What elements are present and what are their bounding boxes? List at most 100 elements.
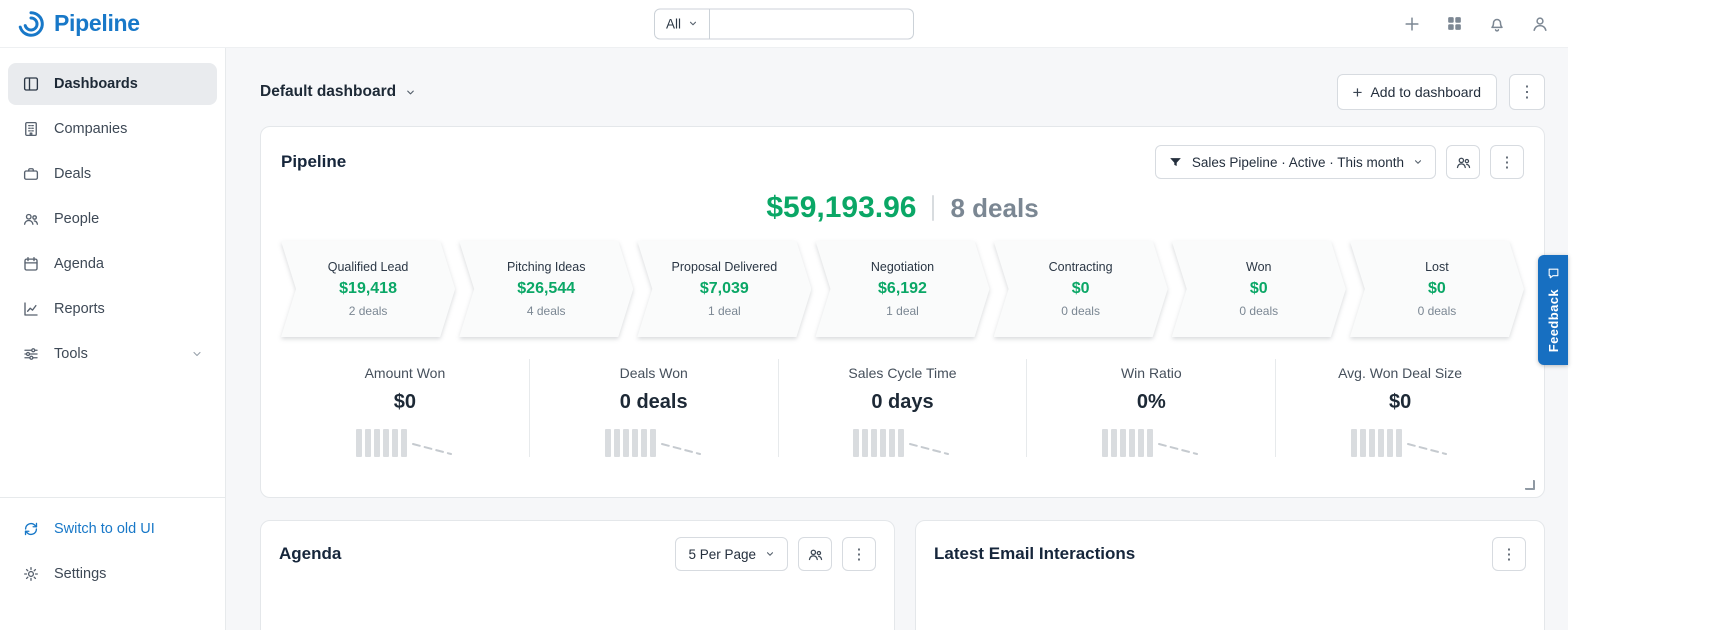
- agenda-per-page-select[interactable]: 5 Per Page: [675, 537, 788, 571]
- add-to-dashboard-button[interactable]: + Add to dashboard: [1336, 74, 1497, 110]
- stage-amount: $0: [1071, 280, 1090, 297]
- stage-name: Qualified Lead: [327, 260, 409, 274]
- search-input[interactable]: [710, 8, 915, 39]
- widget-resize-handle[interactable]: [1525, 480, 1535, 490]
- stage-name: Won: [1246, 260, 1272, 274]
- empty-sparkline-placeholder: [604, 427, 703, 457]
- sliders-icon: [22, 345, 40, 363]
- feedback-icon: [1547, 267, 1560, 280]
- dashboard-selector-label: Default dashboard: [260, 83, 397, 100]
- sidebar-footer: Switch to old UI Settings: [0, 497, 225, 598]
- settings-label: Settings: [54, 566, 107, 582]
- brand-name: Pipeline: [54, 10, 140, 36]
- agenda-widget-title: Agenda: [279, 544, 342, 563]
- sidebar-item-settings[interactable]: Settings: [8, 553, 217, 595]
- stage-deals: 0 deals: [1239, 304, 1279, 318]
- stage-deals: 2 deals: [348, 304, 388, 318]
- empty-sparkline-placeholder: [355, 427, 454, 457]
- pipeline-users-button[interactable]: [1446, 145, 1480, 179]
- chevron-down-icon: [191, 348, 203, 360]
- sidebar-item-label: Agenda: [54, 256, 104, 272]
- apps-menu-button[interactable]: [1443, 12, 1466, 35]
- dashboard-more-menu-button[interactable]: ⋮: [1509, 74, 1545, 110]
- quick-add-button[interactable]: [1400, 12, 1424, 36]
- pipeline-total-value: $59,193.96: [766, 191, 917, 224]
- switch-to-old-ui-label: Switch to old UI: [54, 521, 155, 537]
- sidebar-item-label: Dashboards: [54, 76, 138, 92]
- people-icon: [22, 210, 40, 228]
- funnel-stage: Pitching Ideas $26,544 4 deals: [459, 241, 633, 337]
- stage-amount: $26,544: [517, 280, 576, 297]
- plus-icon: [1402, 14, 1422, 34]
- stat-label: Avg. Won Deal Size: [1338, 365, 1463, 381]
- dashboard-icon: [22, 75, 40, 93]
- email-interactions-widget: Latest Email Interactions ⋮: [915, 520, 1545, 630]
- kebab-icon: ⋮: [1519, 84, 1535, 101]
- funnel-filter-icon: [1168, 155, 1183, 170]
- feedback-label: Feedback: [1545, 289, 1561, 353]
- agenda-per-page-label: 5 Per Page: [688, 546, 756, 562]
- email-widget-header: Latest Email Interactions ⋮: [934, 537, 1526, 571]
- sidebar-item-people[interactable]: People: [8, 198, 217, 240]
- funnel-stage: Contracting $0 0 deals: [994, 241, 1168, 337]
- sidebar-item-tools[interactable]: Tools: [8, 333, 217, 375]
- sidebar-nav: Dashboards Companies: [0, 48, 225, 375]
- agenda-more-menu-button[interactable]: ⋮: [842, 537, 876, 571]
- kebab-icon: ⋮: [1499, 154, 1515, 171]
- apps-grid-icon: [1445, 14, 1464, 33]
- sidebar-item-dashboards[interactable]: Dashboards: [8, 63, 217, 105]
- pipeline-funnel: Qualified Lead $19,418 2 deals Pitching …: [281, 241, 1524, 337]
- stat-avg-won-deal-size: Avg. Won Deal Size $0: [1275, 359, 1524, 457]
- notifications-button[interactable]: [1485, 12, 1509, 36]
- pipeline-logo-icon: [16, 9, 46, 39]
- stat-label: Win Ratio: [1120, 365, 1182, 381]
- chevron-down-icon: [688, 19, 698, 29]
- stage-amount: $6,192: [878, 280, 927, 297]
- sidebar-item-companies[interactable]: Companies: [8, 108, 217, 150]
- search-scope-value: All: [665, 16, 682, 31]
- kebab-icon: ⋮: [1501, 546, 1517, 563]
- stat-value: $0: [1388, 391, 1412, 413]
- stage-deals: 0 deals: [1417, 304, 1457, 318]
- stat-amount-won: Amount Won $0: [281, 359, 529, 457]
- pipeline-widget-controls: Sales Pipeline · Active · This month: [1154, 145, 1524, 179]
- topbar: Pipeline All: [0, 0, 1568, 48]
- dashboard-selector[interactable]: Default dashboard: [260, 83, 416, 101]
- sidebar-item-deals[interactable]: Deals: [8, 153, 217, 195]
- account-button[interactable]: [1528, 12, 1552, 36]
- agenda-users-button[interactable]: [798, 537, 832, 571]
- email-more-menu-button[interactable]: ⋮: [1492, 537, 1526, 571]
- sidebar-item-reports[interactable]: Reports: [8, 288, 217, 330]
- dashboard-header: Default dashboard + Add to dashboard ⋮: [260, 74, 1545, 110]
- pipeline-more-menu-button[interactable]: ⋮: [1490, 145, 1524, 179]
- stat-value: 0%: [1136, 391, 1166, 413]
- stage-amount: $0: [1428, 280, 1446, 297]
- funnel-stage: Won $0 0 deals: [1172, 241, 1346, 337]
- stage-deals: 1 deal: [708, 304, 741, 318]
- pipeline-total-row: $59,193.96 8 deals: [281, 191, 1524, 225]
- funnel-stage: Negotiation $6,192 1 deal: [815, 241, 989, 337]
- search-scope-select[interactable]: All: [653, 8, 711, 39]
- main-content: Default dashboard + Add to dashboard ⋮: [226, 48, 1568, 630]
- chevron-down-icon: [405, 87, 416, 98]
- stat-value: 0 days: [871, 391, 934, 413]
- switch-to-old-ui-link[interactable]: Switch to old UI: [8, 508, 217, 550]
- pipeline-widget-header: Pipeline Sales Pipeline · Active · This …: [281, 145, 1524, 179]
- stage-deals: 1 deal: [886, 304, 919, 318]
- stat-sales-cycle-time: Sales Cycle Time 0 days: [777, 359, 1027, 457]
- stat-value: $0: [393, 391, 417, 413]
- building-icon: [22, 120, 40, 138]
- users-icon: [807, 546, 824, 563]
- users-icon: [1455, 154, 1472, 171]
- sidebar-item-agenda[interactable]: Agenda: [8, 243, 217, 285]
- stage-name: Lost: [1425, 260, 1449, 274]
- empty-sparkline-placeholder: [1102, 427, 1200, 457]
- feedback-tab[interactable]: Feedback: [1538, 255, 1568, 365]
- stage-amount: $0: [1249, 280, 1268, 297]
- stat-value: 0 deals: [619, 391, 688, 413]
- stage-deals: 0 deals: [1061, 304, 1100, 318]
- brand[interactable]: Pipeline: [16, 9, 140, 39]
- pipeline-filter-button[interactable]: Sales Pipeline · Active · This month: [1154, 145, 1436, 179]
- add-to-dashboard-label: Add to dashboard: [1370, 84, 1481, 100]
- stat-label: Amount Won: [364, 365, 446, 381]
